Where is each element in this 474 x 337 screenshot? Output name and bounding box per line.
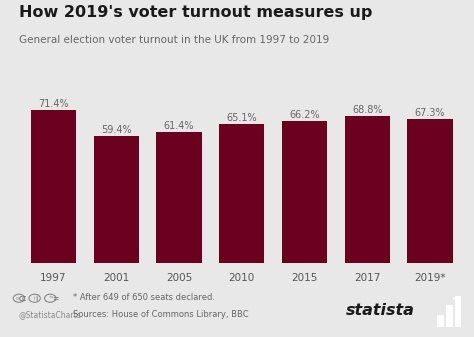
Bar (437, 315, 444, 327)
Text: statista: statista (346, 303, 415, 317)
Bar (408, 119, 453, 263)
Text: =: = (48, 296, 53, 301)
Bar (156, 132, 201, 263)
Bar (345, 116, 390, 263)
Text: 66.2%: 66.2% (289, 110, 320, 120)
Bar (219, 124, 264, 263)
Bar (31, 110, 76, 263)
Text: =: = (52, 294, 58, 303)
Text: * After 649 of 650 seats declared.: * After 649 of 650 seats declared. (73, 293, 216, 302)
Bar (455, 296, 461, 327)
Bar (282, 121, 327, 263)
Text: cc: cc (19, 294, 27, 303)
Text: 65.1%: 65.1% (227, 113, 257, 123)
Text: i: i (36, 294, 38, 303)
Text: i: i (34, 296, 36, 301)
Text: 59.4%: 59.4% (101, 125, 132, 135)
Text: @StatistaCharts: @StatistaCharts (19, 311, 82, 319)
Text: How 2019's voter turnout measures up: How 2019's voter turnout measures up (19, 5, 373, 20)
Text: 68.8%: 68.8% (352, 105, 383, 115)
Text: Sources: House of Commons Library, BBC: Sources: House of Commons Library, BBC (73, 310, 249, 318)
Bar (446, 305, 453, 327)
Text: 71.4%: 71.4% (38, 99, 69, 109)
Bar (94, 136, 139, 263)
Text: cc: cc (16, 296, 22, 301)
Text: 67.3%: 67.3% (415, 108, 445, 118)
Text: General election voter turnout in the UK from 1997 to 2019: General election voter turnout in the UK… (19, 35, 329, 45)
Text: 61.4%: 61.4% (164, 121, 194, 130)
